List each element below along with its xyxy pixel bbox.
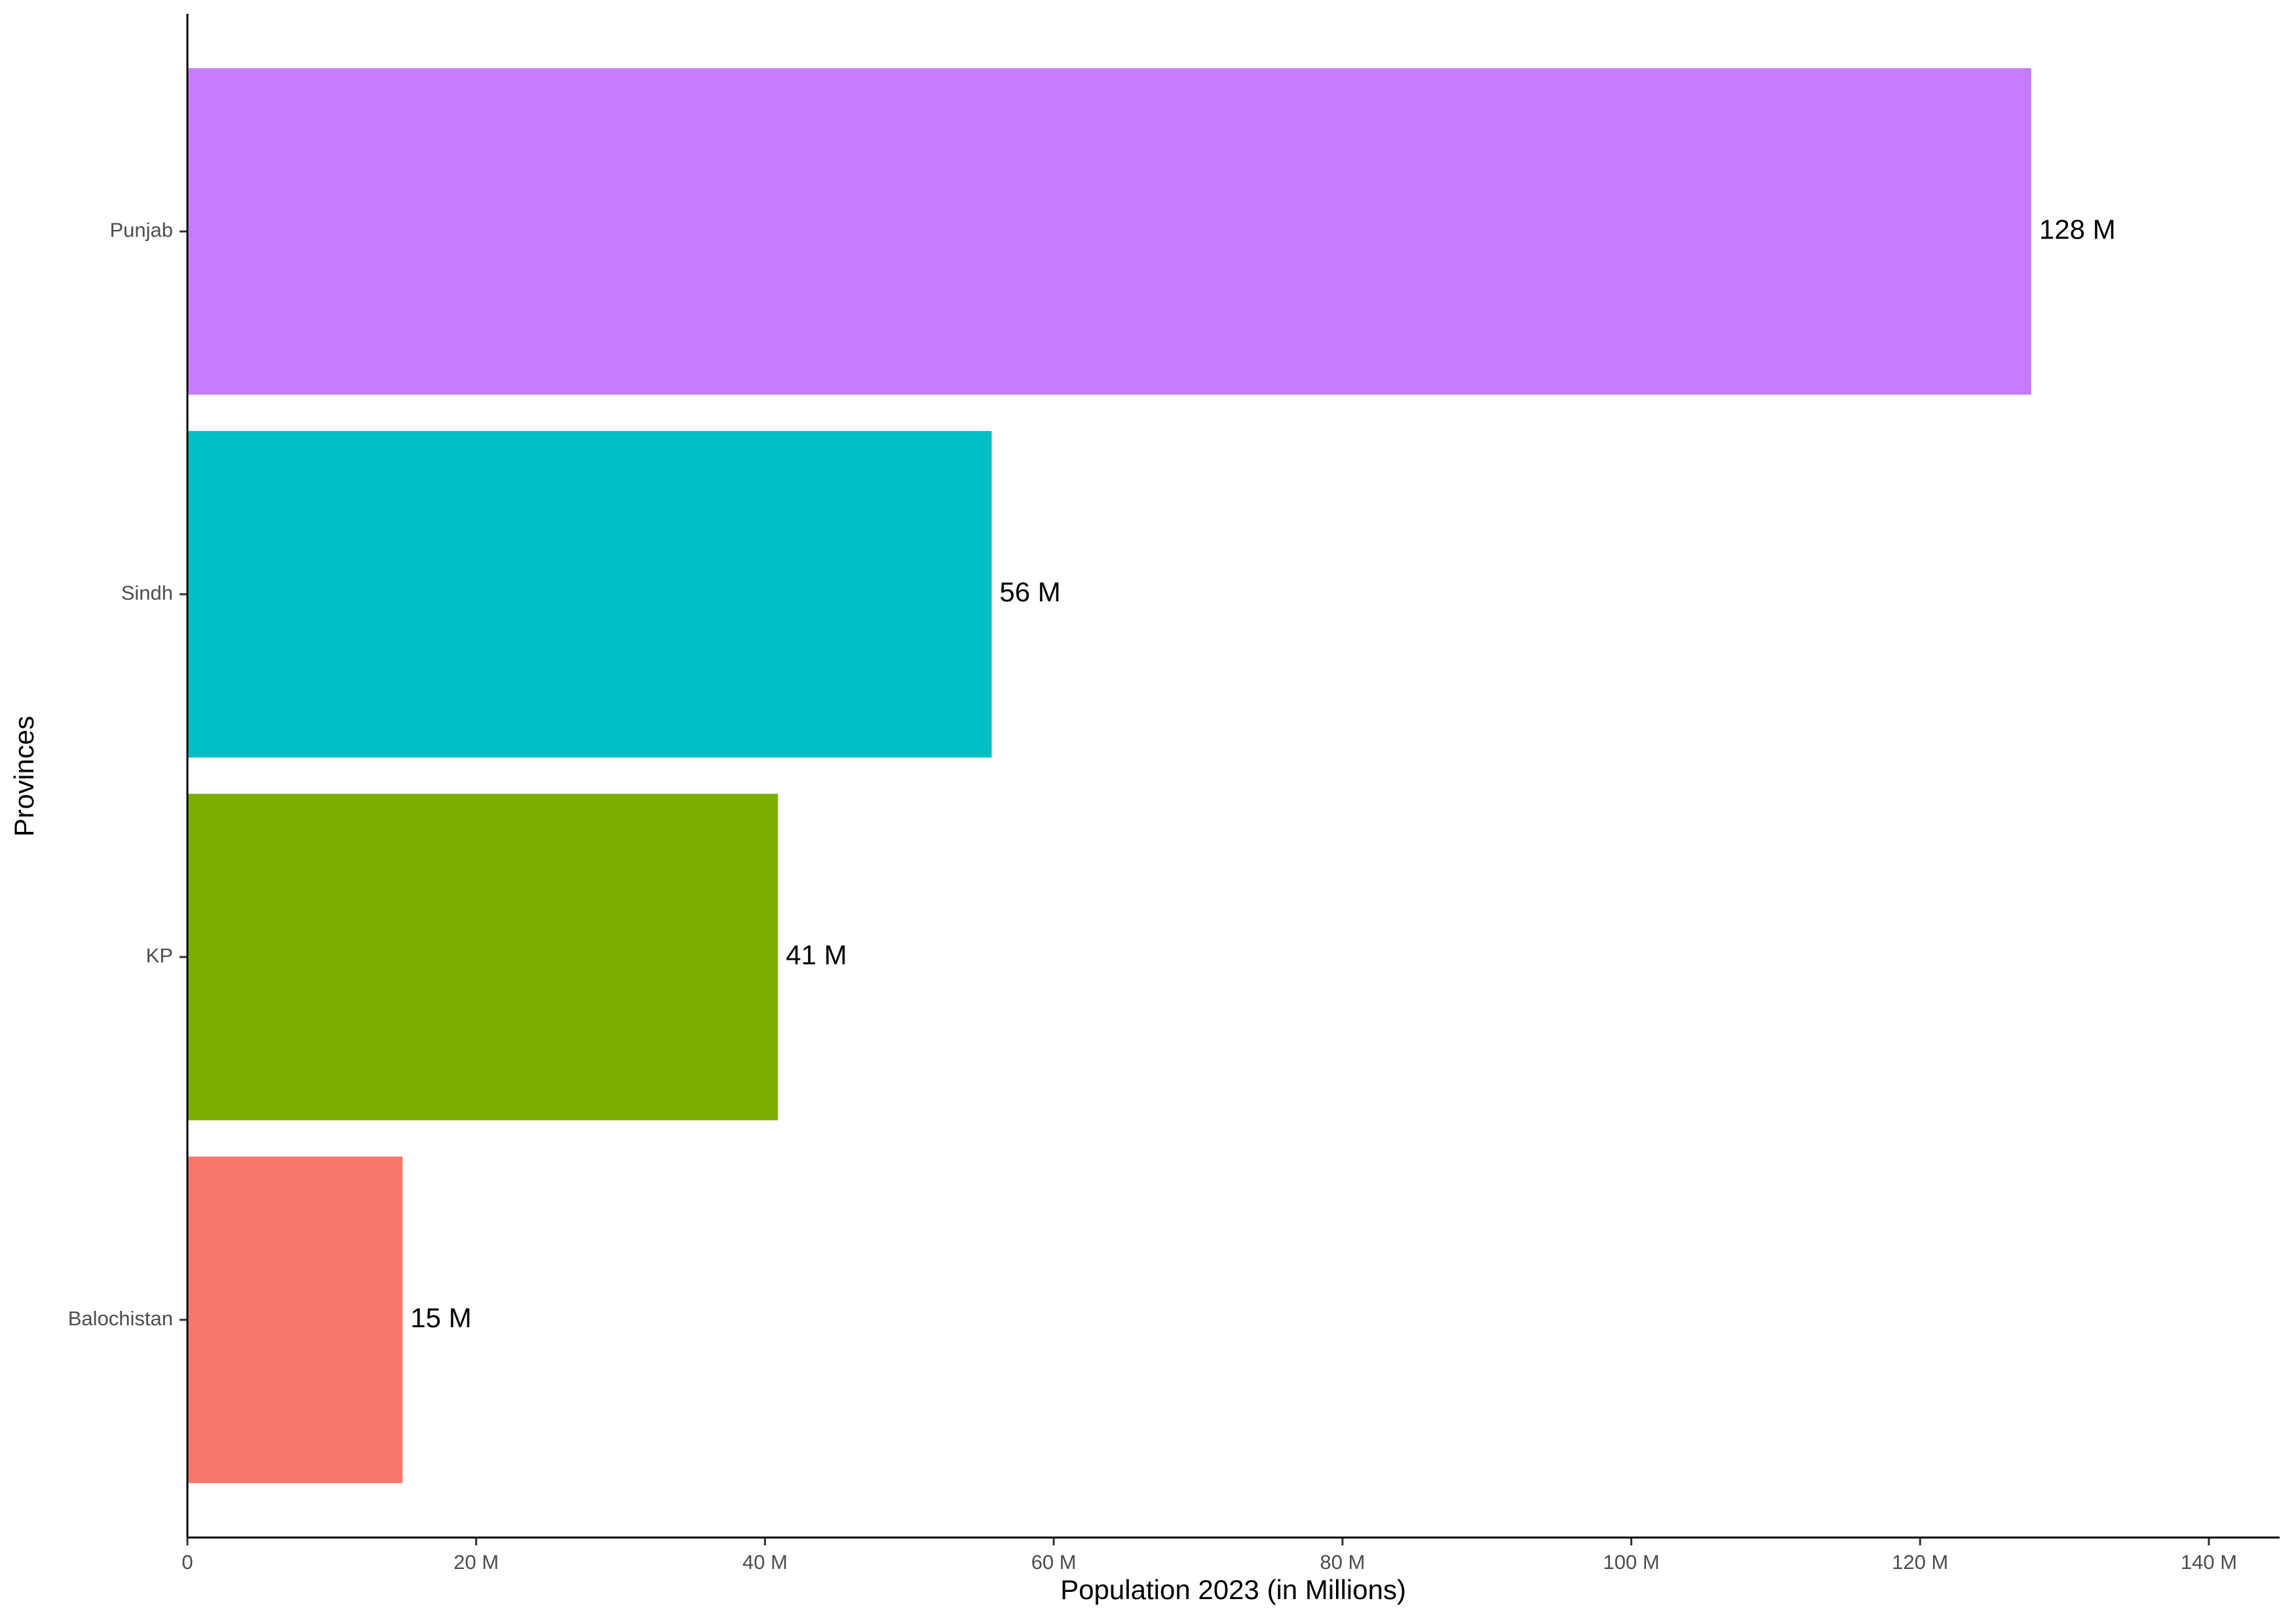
x-tick-label: 80 M [1320, 1551, 1365, 1574]
x-tick-label: 60 M [1031, 1551, 1077, 1574]
y-tick-label: KP [146, 944, 173, 967]
y-axis-title: Provinces [9, 716, 39, 837]
value-label: 56 M [999, 576, 1060, 607]
y-tick-label: Punjab [109, 218, 173, 241]
x-tick-label: 140 M [2181, 1551, 2237, 1574]
x-tick-label: 0 [182, 1551, 193, 1574]
value-label: 41 M [786, 939, 847, 970]
y-tick-label: Sindh [121, 581, 173, 604]
value-label: 128 M [2039, 214, 2116, 244]
x-tick-label: 40 M [742, 1551, 788, 1574]
x-tick-label: 120 M [1892, 1551, 1948, 1574]
bar [187, 430, 992, 758]
x-tick-label: 20 M [453, 1551, 499, 1574]
x-tick-label: 100 M [1603, 1551, 1660, 1574]
y-tick-label: Balochistan [68, 1307, 173, 1330]
bar [187, 793, 778, 1121]
bar [187, 68, 2031, 395]
value-label: 15 M [410, 1302, 471, 1333]
bar [187, 1156, 403, 1483]
x-axis-title: Population 2023 (in Millions) [1060, 1574, 1406, 1605]
